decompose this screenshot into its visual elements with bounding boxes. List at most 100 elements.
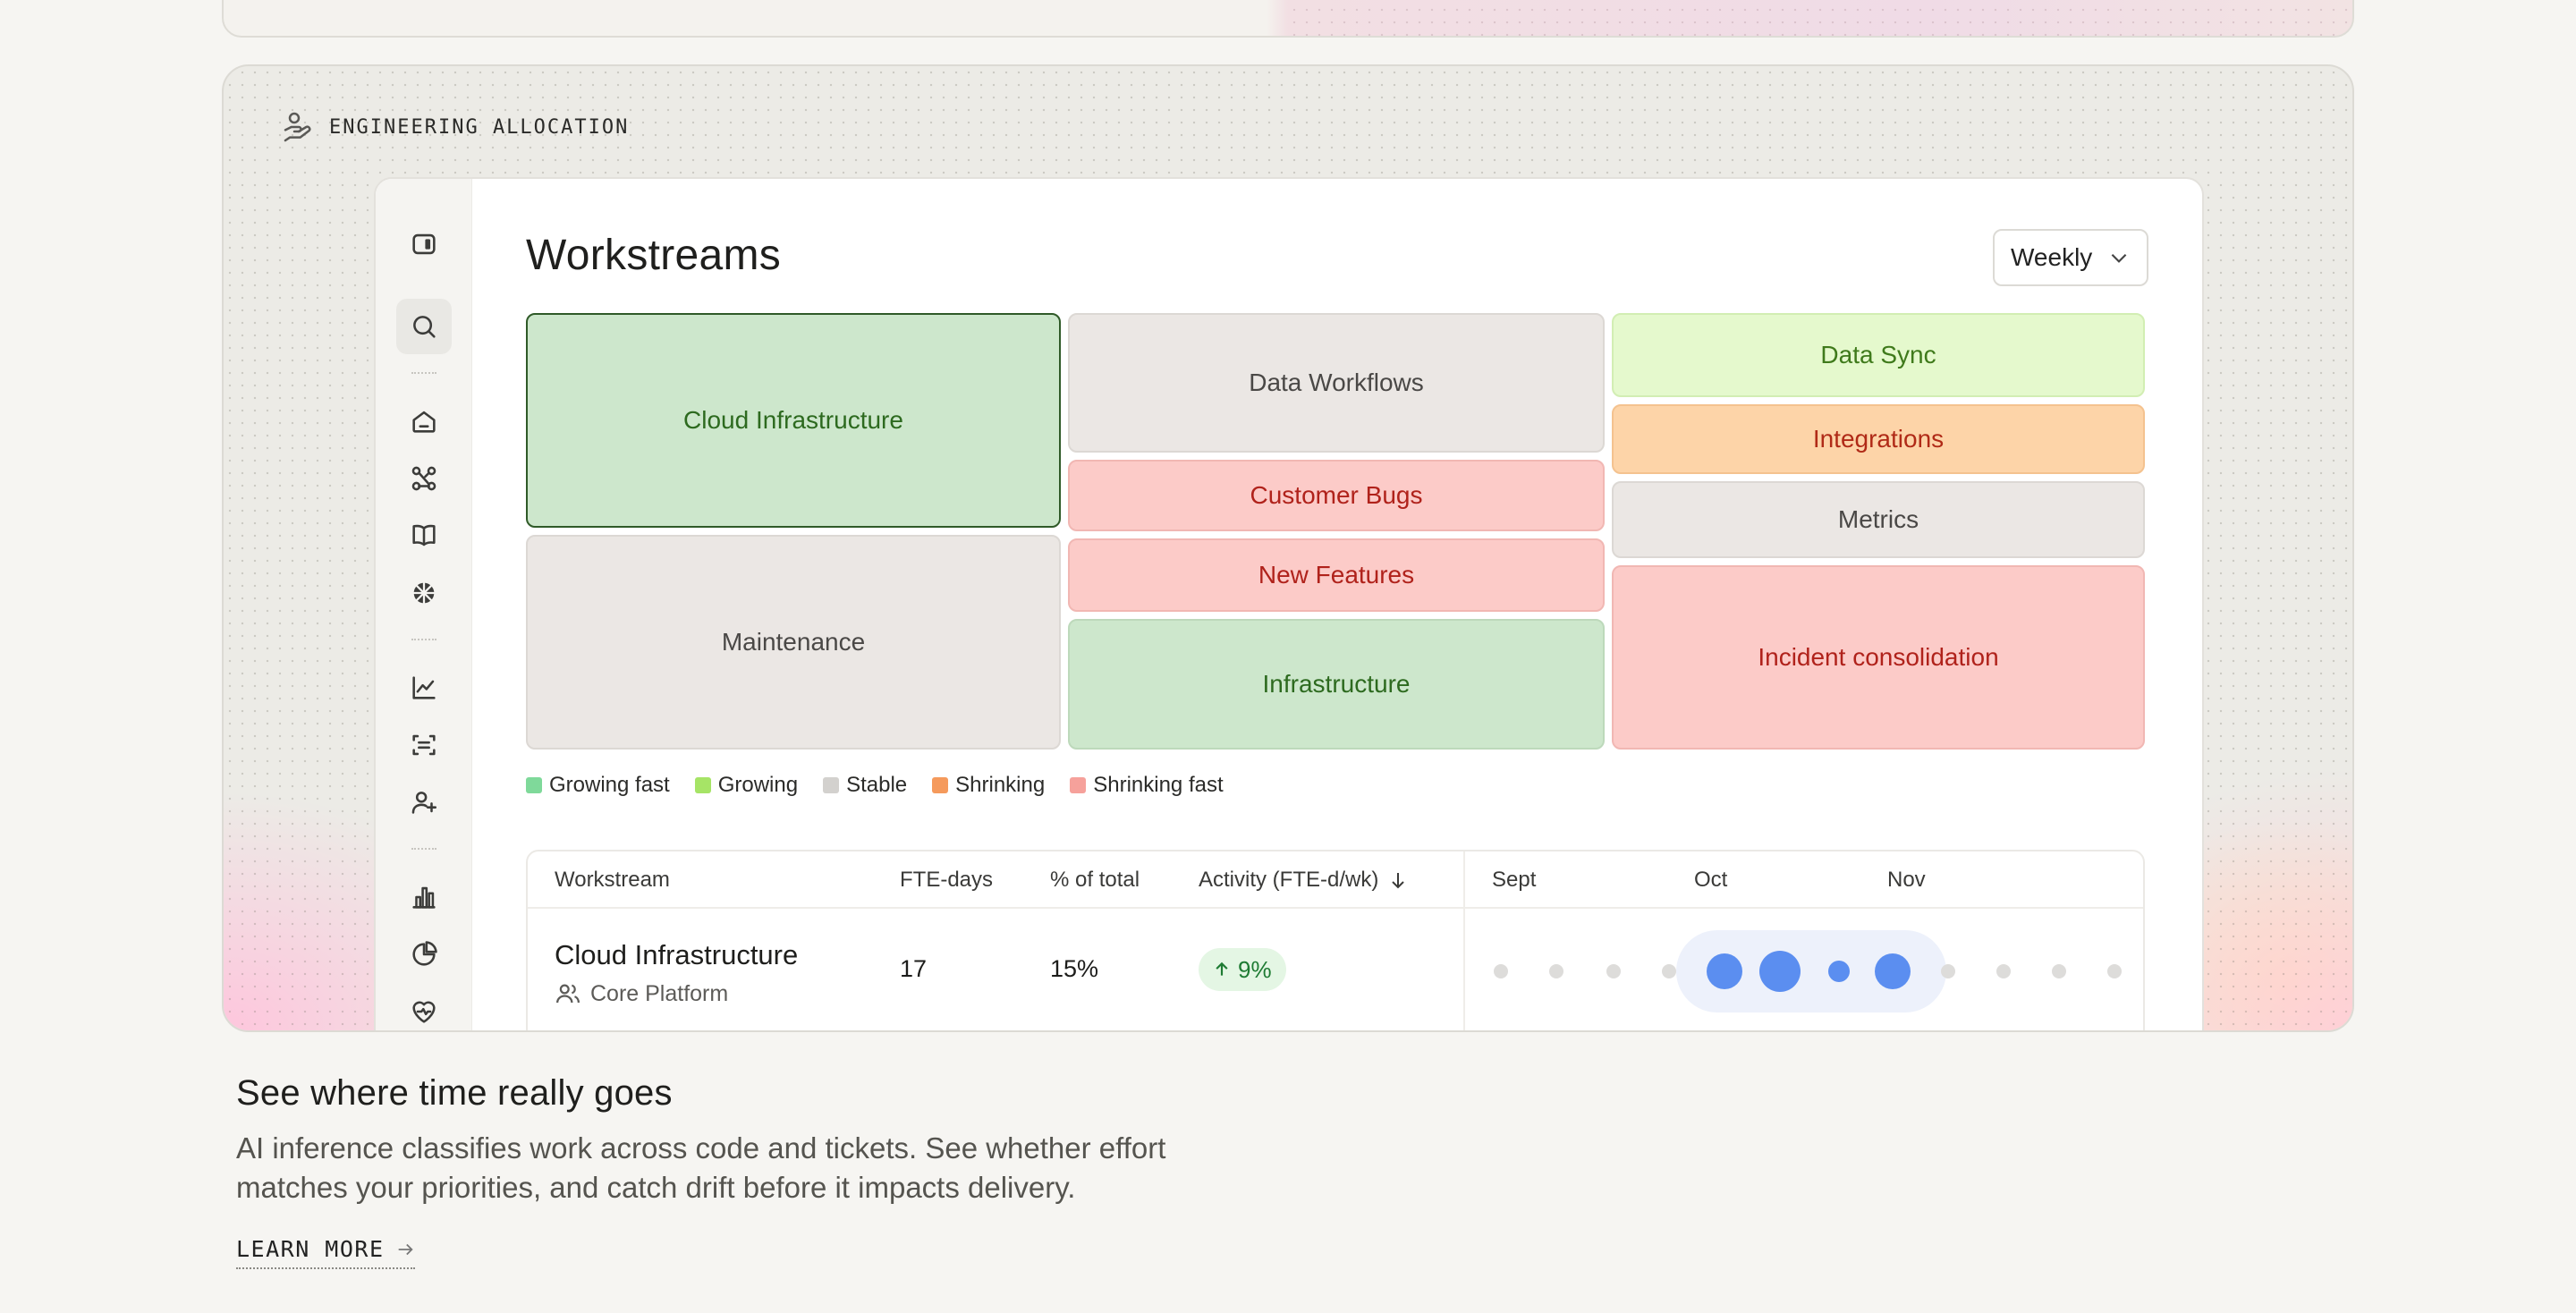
timeline-dot [1875, 953, 1911, 989]
row-team: Core Platform [555, 980, 728, 1007]
learn-more-label: LEARN MORE [236, 1236, 385, 1262]
legend-item: Growing fast [526, 773, 670, 798]
treemap-tile-new-features[interactable]: New Features [1068, 538, 1605, 612]
table-header: Workstream FTE-days % of total Activity … [528, 851, 2143, 909]
legend-swatch [1070, 777, 1087, 793]
treemap-tile-integrations[interactable]: Integrations [1612, 404, 2145, 474]
workstream-table: Workstream FTE-days % of total Activity … [526, 850, 2145, 1030]
tile-label: Cloud Infrastructure [683, 406, 903, 434]
activity-trend-badge: 9% [1199, 948, 1286, 991]
table-row[interactable]: Cloud Infrastructure Core Platform 17 15… [528, 909, 2143, 1030]
bar-chart-icon[interactable] [396, 869, 452, 925]
legend-label: Shrinking [955, 773, 1046, 797]
legend-swatch [932, 777, 949, 793]
tile-label: New Features [1258, 561, 1415, 589]
card-label-text: ENGINEERING ALLOCATION [329, 115, 630, 139]
row-team-name: Core Platform [590, 980, 729, 1006]
previous-feature-card [222, 0, 2354, 38]
legend-label: Growing [717, 773, 799, 797]
legend-swatch [823, 777, 840, 793]
activity-trend-value: 9% [1238, 955, 1272, 983]
sidebar-divider [411, 848, 436, 850]
tile-label: Infrastructure [1262, 670, 1411, 698]
scan-icon[interactable] [396, 717, 452, 773]
treemap-tile-maintenance[interactable]: Maintenance [526, 535, 1061, 750]
legend-item: Shrinking fast [1070, 773, 1224, 798]
learn-more-link[interactable]: LEARN MORE [236, 1236, 415, 1269]
treemap-tile-data-sync[interactable]: Data Sync [1612, 313, 2145, 397]
search-icon[interactable] [395, 299, 452, 354]
tile-label: Metrics [1837, 505, 1919, 533]
page-title: Workstreams [526, 232, 782, 279]
timeline-dot [1662, 964, 1676, 978]
dot-pattern [1288, 0, 2352, 36]
treemap-tile-data-workflows[interactable]: Data Workflows [1068, 313, 1605, 453]
arrow-right-icon [398, 1243, 413, 1255]
main-panel: Workstreams Weekly Cloud Infrastructure … [472, 179, 2202, 1030]
timeline-dot [1996, 964, 2011, 978]
timeline-dot [1828, 961, 1850, 982]
heart-pulse-icon[interactable] [396, 984, 452, 1030]
users-icon [556, 984, 580, 1004]
sidebar-divider [411, 639, 436, 640]
row-fte-days: 17 [900, 955, 928, 982]
user-add-icon[interactable] [396, 775, 452, 830]
sidebar-divider [411, 372, 436, 374]
treemap-tile-incident-consolidation[interactable]: Incident consolidation [1612, 565, 2145, 750]
timeline-dot [1759, 951, 1801, 992]
timeline-dot [2052, 964, 2066, 978]
chevron-down-icon [2111, 253, 2127, 263]
hand-coin-icon [284, 112, 311, 142]
column-header-fte-days[interactable]: FTE-days [900, 868, 994, 892]
timeline-dot [1494, 964, 1508, 978]
month-label-sept: Sept [1492, 868, 1537, 892]
treemap-tile-infrastructure[interactable]: Infrastructure [1068, 619, 1605, 750]
pie-chart-icon[interactable] [396, 927, 452, 982]
sidebar-toggle-icon[interactable] [396, 216, 452, 272]
tile-label: Data Workflows [1249, 368, 1424, 396]
tile-label: Incident consolidation [1758, 643, 1999, 671]
line-chart-icon[interactable] [396, 660, 452, 716]
tile-label: Data Sync [1820, 341, 1936, 368]
timeline-dot [1549, 964, 1563, 978]
tile-label: Integrations [1812, 425, 1945, 453]
column-header-activity[interactable]: Activity (FTE-d/wk) [1199, 868, 1409, 893]
treemap-tile-metrics[interactable]: Metrics [1612, 481, 2145, 558]
treemap-tile-customer-bugs[interactable]: Customer Bugs [1068, 460, 1605, 531]
tile-label: Maintenance [721, 628, 866, 656]
timeline-dot [1941, 964, 1955, 978]
legend-label: Growing fast [549, 773, 670, 797]
month-label-nov: Nov [1887, 868, 1926, 892]
timeline-dot [2107, 964, 2122, 978]
month-label-oct: Oct [1694, 868, 1728, 892]
column-header-pct-total[interactable]: % of total [1050, 868, 1140, 892]
sparkle-icon[interactable] [396, 565, 452, 621]
integrations-icon[interactable] [396, 451, 452, 506]
card-label: ENGINEERING ALLOCATION [281, 109, 629, 145]
period-select[interactable]: Weekly [1993, 229, 2148, 286]
row-workstream-name: Cloud Infrastructure [555, 939, 799, 970]
treemap-tile-cloud-infrastructure[interactable]: Cloud Infrastructure [526, 313, 1061, 528]
sidebar [376, 179, 472, 1030]
column-header-activity-label: Activity (FTE-d/wk) [1199, 868, 1379, 892]
tile-label: Customer Bugs [1250, 481, 1423, 509]
legend-item: Stable [823, 773, 907, 798]
legend-swatch [694, 777, 711, 793]
legend-swatch [526, 777, 542, 793]
workstream-treemap: Cloud Infrastructure Maintenance Data Wo… [526, 313, 2145, 751]
book-icon[interactable] [396, 508, 452, 563]
arrow-up-icon [1216, 961, 1228, 976]
feature-description: AI inference classifies work across code… [236, 1131, 1166, 1204]
column-header-workstream[interactable]: Workstream [555, 868, 670, 892]
legend-label: Shrinking fast [1093, 773, 1224, 797]
feature-card: ENGINEERING ALLOCATION [222, 64, 2354, 1032]
legend-item: Shrinking [932, 773, 1045, 798]
legend-item: Growing [694, 773, 799, 798]
home-icon[interactable] [396, 394, 452, 449]
row-pct-total: 15% [1050, 955, 1099, 982]
table-divider [1463, 851, 1465, 1030]
period-select-value: Weekly [2011, 243, 2093, 271]
legend-label: Stable [846, 773, 908, 797]
treemap-legend: Growing fast Growing Stable Shrinking Shrink… [526, 773, 1224, 798]
timeline-dot [1606, 964, 1621, 978]
